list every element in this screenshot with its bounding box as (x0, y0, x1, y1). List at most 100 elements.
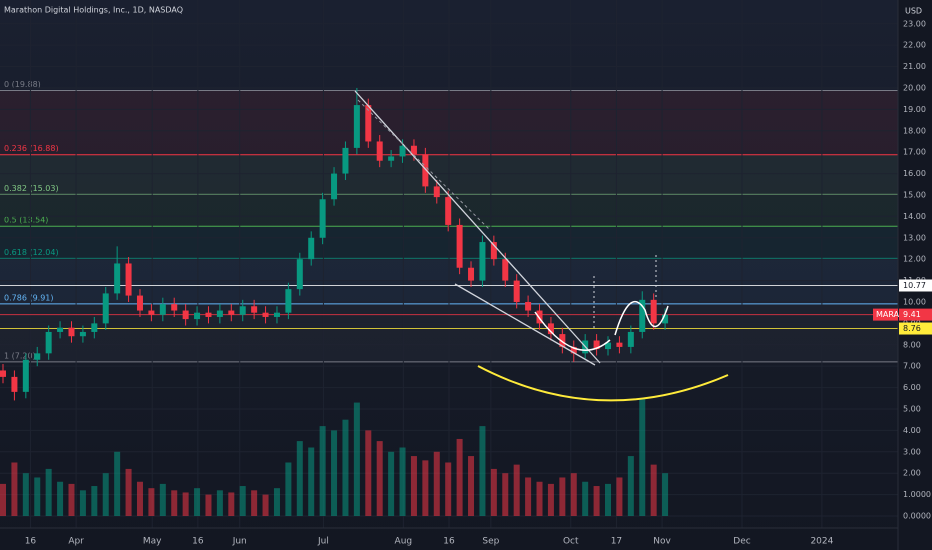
candle-body (273, 312, 280, 317)
candle-body (79, 331, 86, 337)
candle-body (627, 331, 634, 347)
volume-bar (433, 451, 440, 516)
volume-bar (662, 473, 669, 516)
candle-body (136, 295, 143, 311)
volume-bar (239, 486, 246, 516)
x-tick-label: 2024 (810, 537, 833, 547)
candle-body (194, 312, 201, 320)
x-tick-label: 16 (443, 537, 455, 547)
candle-body (296, 259, 303, 290)
volume-bar (205, 494, 212, 516)
candle-body (251, 306, 258, 313)
y-tick-label: 5.00 (903, 404, 921, 413)
volume-bar (547, 483, 554, 516)
y-tick-label: 17.00 (903, 148, 926, 157)
volume-bar (273, 488, 280, 516)
candle-body (650, 299, 657, 324)
fib-label: 0 (19.88) (4, 80, 41, 89)
volume-bar (627, 456, 634, 516)
y-tick-label: 7.00 (903, 362, 921, 371)
volume-bar (456, 438, 463, 516)
candle-body (570, 346, 577, 354)
candle-body (616, 342, 623, 347)
candle-body (433, 186, 440, 198)
price-tag (899, 322, 932, 335)
y-tick-label: 21.00 (903, 62, 926, 71)
volume-bar (45, 468, 52, 516)
volume-bar (319, 426, 326, 516)
candle-body (91, 323, 98, 332)
candle-body (388, 156, 395, 161)
volume-bar (159, 483, 166, 516)
volume-bar (559, 477, 566, 516)
symbol-tag (873, 308, 898, 321)
price-axis (898, 0, 932, 550)
volume-bar (148, 488, 155, 516)
candle-body (422, 154, 429, 187)
x-tick-label: Sep (482, 537, 499, 547)
volume-bar (422, 460, 429, 516)
volume-bar (136, 481, 143, 516)
candle-body (11, 376, 18, 392)
y-tick-label: 2.00 (903, 469, 921, 478)
x-tick-label: 16 (25, 537, 37, 547)
x-tick-label: Jul (317, 537, 329, 547)
volume-bar (445, 462, 452, 516)
y-tick-label: 1.0000 (903, 490, 931, 499)
volume-bar (296, 441, 303, 516)
trendline (354, 90, 601, 364)
volume-bar (216, 490, 223, 516)
volume-bar (490, 468, 497, 516)
fib-label: 0.382 (15.03) (4, 184, 59, 193)
candle-body (319, 199, 326, 238)
volume-bar (570, 473, 577, 516)
arc (477, 365, 729, 402)
volume-bar (308, 447, 315, 516)
cup-curve (534, 311, 611, 351)
candle-body (68, 327, 75, 337)
fib-label: 0.236 (16.88) (4, 144, 59, 153)
candle-body (468, 267, 475, 281)
candle-body (22, 359, 29, 392)
candle-body (376, 141, 383, 161)
candle-body (536, 310, 543, 324)
volume-bar (171, 490, 178, 516)
volume-bar (468, 456, 475, 516)
candle-body (605, 342, 612, 350)
volume-bar (79, 490, 86, 516)
y-tick-label: 22.00 (903, 41, 926, 50)
volume-bar (0, 483, 6, 516)
volume-bar (536, 481, 543, 516)
candle-body (216, 310, 223, 317)
volume-bar (285, 462, 292, 516)
volume-bar (194, 488, 201, 516)
volume-bar (331, 430, 338, 516)
candle-body (365, 105, 372, 142)
x-tick-label: Nov (653, 537, 671, 547)
volume-bar (11, 462, 18, 516)
price-tag (899, 308, 932, 321)
y-tick-label: 13.00 (903, 233, 926, 242)
volume-bar (342, 419, 349, 516)
y-tick-label: 16.00 (903, 169, 926, 178)
x-tick-label: 16 (192, 537, 204, 547)
candle-body (148, 310, 155, 315)
candle-body (456, 224, 463, 268)
volume-bar (399, 447, 406, 516)
y-tick-label: 0.0000 (903, 512, 931, 521)
candle-body (479, 242, 486, 281)
candle-body (513, 280, 520, 302)
volume-bar (125, 468, 132, 516)
x-tick-label: Oct (563, 537, 579, 547)
price-tag-label: 8.76 (903, 324, 921, 333)
price-tag-label: 10.77 (903, 281, 926, 290)
candle-body (159, 304, 166, 315)
volume-bar (262, 494, 269, 516)
candle-body (262, 312, 269, 317)
x-tick-label: Aug (395, 537, 413, 547)
candle-body (228, 310, 235, 315)
volume-bar (34, 477, 41, 516)
volume-bar (513, 464, 520, 516)
x-tick-label: May (143, 537, 162, 547)
